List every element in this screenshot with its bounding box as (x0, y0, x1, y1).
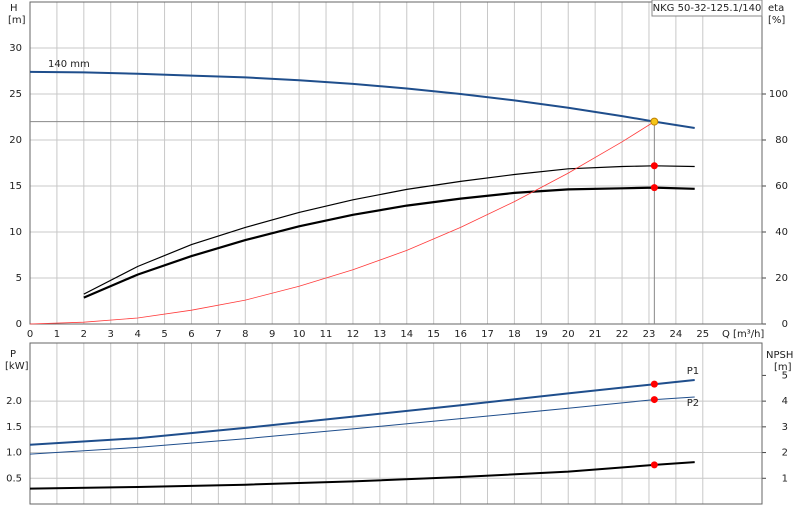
title-box (651, 0, 763, 17)
series-label: 140 mm (48, 59, 90, 70)
y-tick-label: 5 (16, 273, 22, 284)
plot-frame (29, 342, 763, 505)
curve (83, 186, 695, 299)
x-tick-label: 20 (562, 329, 575, 340)
x-tick-label: 14 (400, 329, 413, 340)
x-tick-label: 25 (696, 329, 709, 340)
x-tick-label: 7 (215, 329, 221, 340)
x-tick-label: 10 (293, 329, 306, 340)
x-tick-label: 22 (616, 329, 629, 340)
y-tick-label: 2.0 (6, 396, 22, 407)
operating-point (650, 162, 658, 170)
y2-tick-label: 4 (782, 396, 788, 407)
curve (29, 379, 695, 446)
y2-label: eta (768, 3, 784, 14)
x-tick-label: 19 (535, 329, 548, 340)
y2-tick-label: 60 (775, 181, 788, 192)
x-tick-label: 13 (373, 329, 386, 340)
x-tick-label: 23 (643, 329, 656, 340)
x-tick-label: 6 (188, 329, 194, 340)
y2-tick-label: 40 (775, 227, 788, 238)
x-tick-label: 5 (161, 329, 167, 340)
y2-tick-label: 3 (782, 422, 788, 433)
y2-tick-label: 5 (782, 370, 788, 381)
y2-tick-label: 80 (775, 135, 788, 146)
y-tick-label: 1.5 (6, 422, 22, 433)
y-tick-label: 25 (9, 89, 22, 100)
y2-label: NPSH (766, 350, 793, 361)
x-label: Q [m³/h] (722, 329, 764, 340)
y2-tick-label: 1 (782, 473, 788, 484)
operating-point (650, 396, 658, 404)
y-tick-label: 30 (9, 43, 22, 54)
x-tick-label: 16 (454, 329, 467, 340)
curve (29, 461, 695, 490)
y-unit: [m] (8, 15, 26, 26)
curve (29, 121, 655, 325)
x-tick-label: 17 (481, 329, 494, 340)
x-tick-label: 8 (242, 329, 248, 340)
operating-point (650, 117, 659, 126)
series-label: P2 (687, 398, 699, 409)
chart-title: NKG 50-32-125.1/140 (653, 3, 762, 14)
y2-unit: [%] (768, 15, 785, 26)
y-tick-label: 1.0 (6, 448, 22, 459)
operating-point (650, 461, 658, 469)
y-tick-label: 0 (16, 319, 22, 330)
x-tick-label: 9 (269, 329, 275, 340)
x-tick-label: 1 (54, 329, 60, 340)
curve (29, 70, 695, 129)
y-tick-label: 0.5 (6, 473, 22, 484)
y2-tick-label: 2 (782, 448, 788, 459)
operating-point (650, 184, 658, 192)
y-label: H (10, 3, 18, 14)
plot-frame (29, 1, 763, 325)
x-tick-label: 18 (508, 329, 521, 340)
x-tick-label: 24 (670, 329, 683, 340)
y-tick-label: 10 (9, 227, 22, 238)
y-tick-label: 15 (9, 181, 22, 192)
y-tick-label: 20 (9, 135, 22, 146)
x-tick-label: 11 (320, 329, 333, 340)
x-tick-label: 4 (134, 329, 140, 340)
y2-tick-label: 20 (775, 273, 788, 284)
curve (29, 396, 695, 455)
x-tick-label: 12 (347, 329, 360, 340)
curve (83, 165, 695, 295)
y-unit: [kW] (5, 361, 29, 372)
x-tick-label: 3 (108, 329, 114, 340)
series-label: P1 (687, 366, 699, 377)
x-tick-label: 15 (427, 329, 440, 340)
x-tick-label: 0 (27, 329, 33, 340)
operating-point (650, 380, 658, 388)
y2-tick-label: 0 (782, 319, 788, 330)
x-tick-label: 2 (81, 329, 87, 340)
y-label: P (10, 349, 16, 360)
x-tick-label: 21 (589, 329, 602, 340)
y2-unit: [m] (774, 362, 792, 373)
y2-tick-label: 100 (769, 89, 788, 100)
